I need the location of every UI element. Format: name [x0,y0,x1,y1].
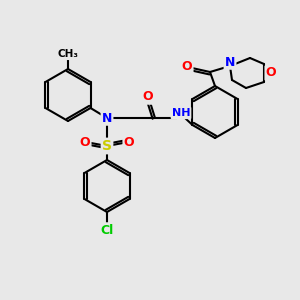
Text: O: O [124,136,134,148]
Text: O: O [266,67,276,80]
Text: N: N [102,112,112,124]
Text: O: O [143,91,153,103]
Text: O: O [80,136,90,148]
Text: NH: NH [172,108,190,118]
Text: S: S [102,139,112,153]
Text: CH₃: CH₃ [58,49,79,59]
Text: N: N [225,56,235,68]
Text: O: O [182,59,192,73]
Text: Cl: Cl [100,224,114,236]
